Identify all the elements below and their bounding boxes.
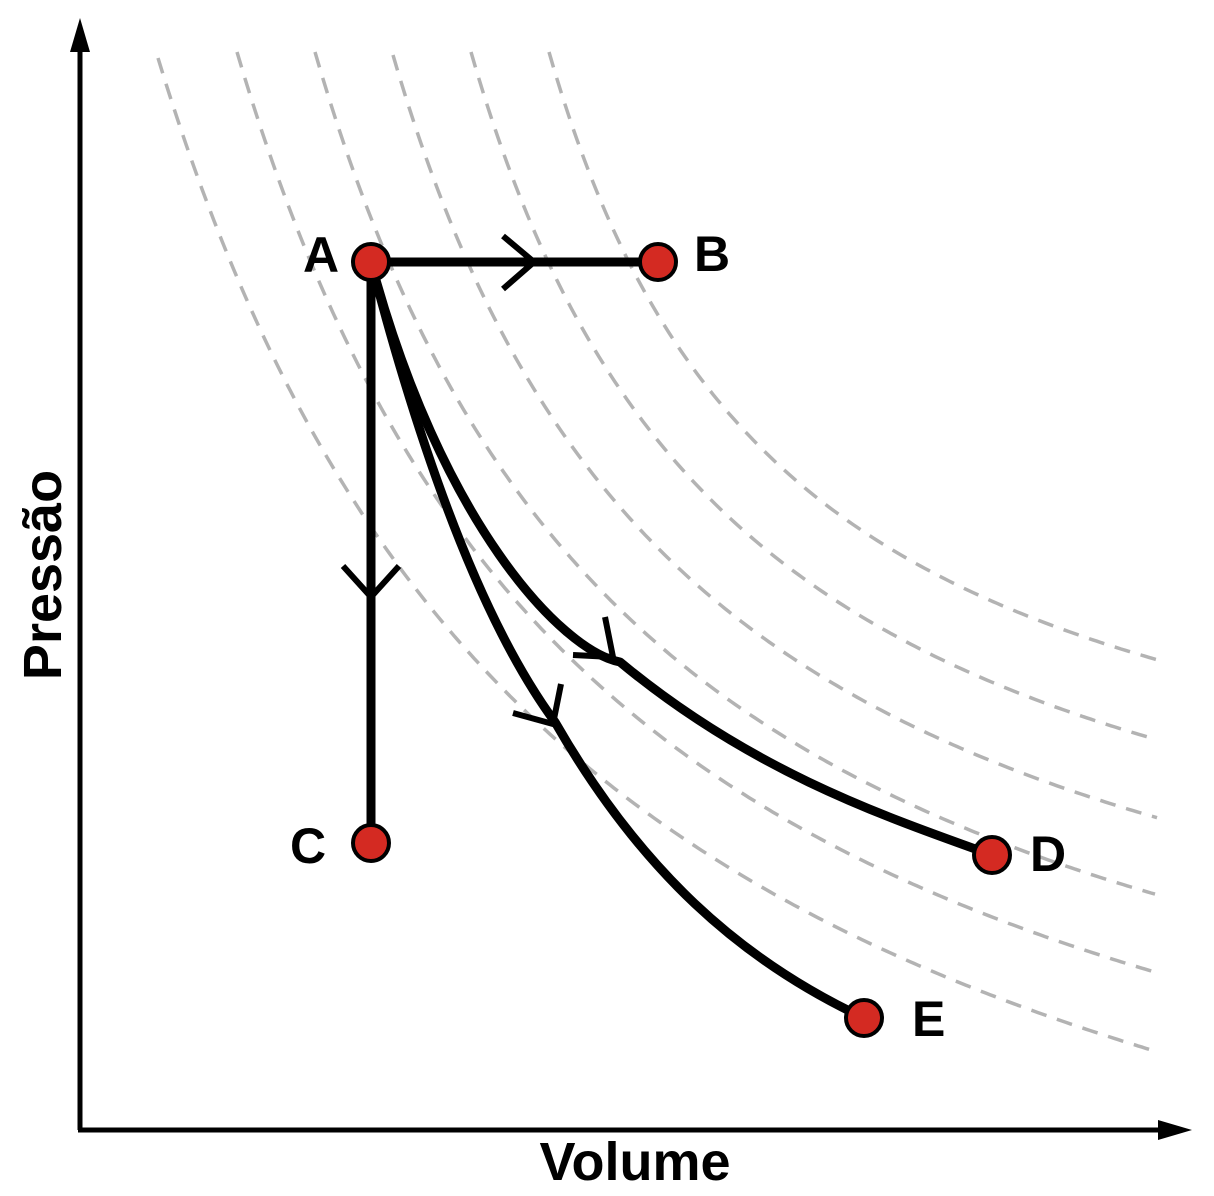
- arrow-ae-icon: [512, 683, 564, 728]
- point-c: [351, 823, 391, 863]
- axes: [70, 18, 1192, 1140]
- isotherm-curve: [313, 51, 1156, 896]
- isotherm-curve: [547, 51, 1158, 662]
- label-c: C: [290, 818, 326, 874]
- process-a-to-d: [366, 257, 997, 860]
- point-labels: A B C D E: [290, 226, 1066, 1047]
- arrow-ab-icon: [501, 233, 539, 292]
- y-axis-arrow-icon: [70, 18, 90, 52]
- point-b: [638, 242, 678, 282]
- y-axis-label: Pressão: [13, 470, 73, 680]
- state-points: [351, 242, 1012, 1038]
- arrow-ad-icon: [572, 616, 617, 661]
- point-d: [972, 835, 1012, 875]
- isotherm-curves: [156, 51, 1159, 1054]
- process-paths: [366, 257, 997, 1023]
- direction-arrows: [340, 233, 617, 728]
- isotherm-curve: [156, 57, 1159, 1054]
- point-a: [351, 242, 391, 282]
- x-axis-arrow-icon: [1158, 1120, 1192, 1140]
- x-axis-label: Volume: [539, 1132, 730, 1192]
- label-a: A: [303, 227, 339, 283]
- isotherm-curve: [391, 54, 1158, 820]
- arrow-ac-icon: [340, 563, 402, 602]
- label-d: D: [1030, 826, 1066, 882]
- label-e: E: [912, 991, 945, 1047]
- point-e: [844, 998, 884, 1038]
- isotherm-curve: [235, 51, 1158, 975]
- label-b: B: [694, 226, 730, 282]
- isotherm-curve: [469, 51, 1156, 741]
